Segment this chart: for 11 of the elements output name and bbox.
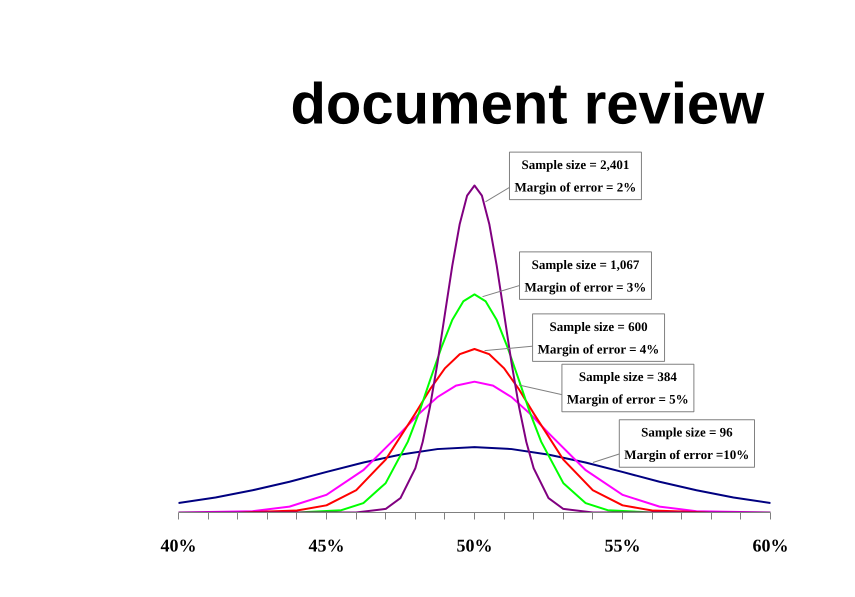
annotation: Sample size = 600 Margin of error = 4% xyxy=(538,318,660,356)
annotation: Sample size = 1,067 Margin of error = 3% xyxy=(524,256,646,294)
x-tick-label: 40% xyxy=(160,536,196,556)
x-tick-label: 60% xyxy=(752,536,788,556)
annotation: Sample size = 2,401 Margin of error = 2% xyxy=(514,157,636,195)
annotation: Sample size = 96 Margin of error =10% xyxy=(624,424,750,462)
x-tick-label: 45% xyxy=(308,536,344,556)
chart-title: document review xyxy=(290,72,766,136)
annotation: Sample size = 384 Margin of error = 5% xyxy=(566,369,689,407)
x-tick-label: 55% xyxy=(604,536,640,556)
x-tick-label: 50% xyxy=(456,536,492,556)
